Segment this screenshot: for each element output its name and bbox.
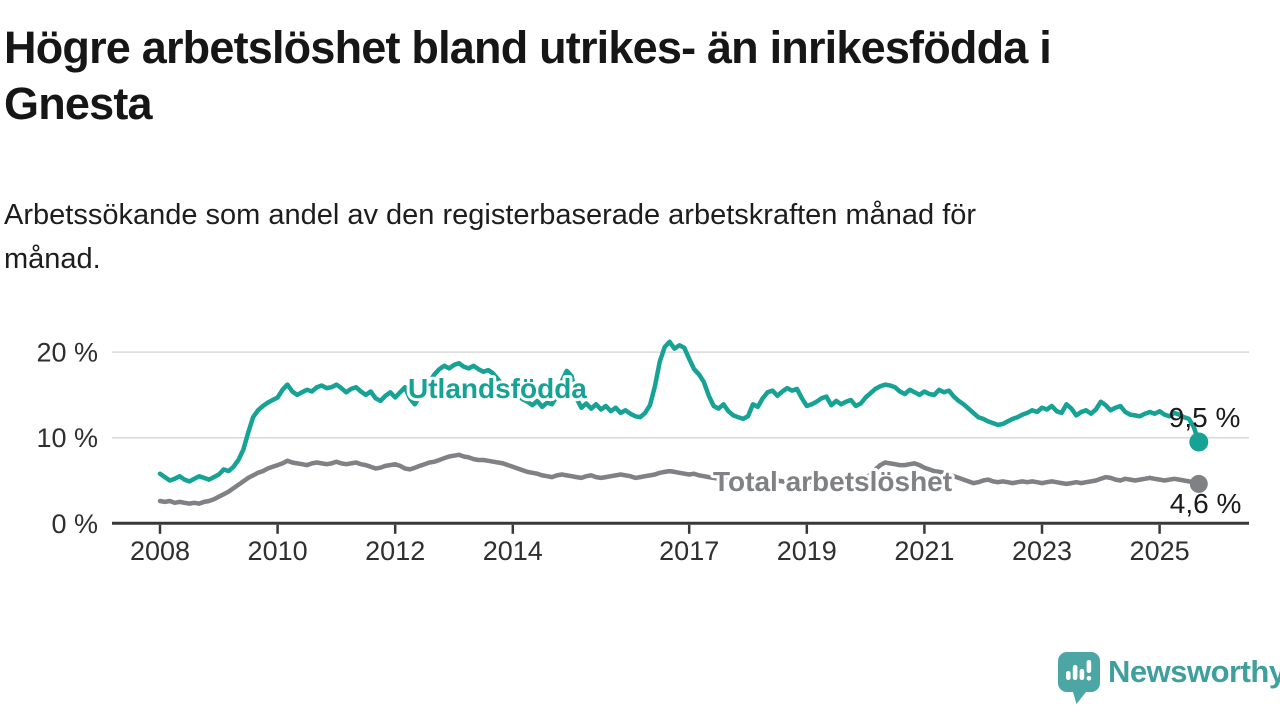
series-label-utlandsf-dda: Utlandsfödda — [408, 373, 587, 404]
brand-footer: Newsworthy — [1056, 648, 1280, 708]
x-axis-label-2023: 2023 — [1012, 536, 1072, 566]
series-label-total-arbetsl-shet: Total arbetslöshet — [713, 466, 952, 497]
y-axis-label-0: 0 % — [51, 509, 98, 539]
x-axis-label-2025: 2025 — [1130, 536, 1190, 566]
end-dot-total-arbetsl-shet — [1189, 474, 1208, 493]
newsworthy-logo-icon — [1056, 650, 1102, 709]
x-axis-label-2012: 2012 — [365, 536, 425, 566]
x-axis-label-2021: 2021 — [894, 536, 954, 566]
chart-subtitle-line-2: månad. — [4, 243, 101, 275]
end-value-label-utlandsf-dda: 9,5 % — [1169, 402, 1241, 433]
x-axis-label-2014: 2014 — [483, 536, 543, 566]
chart-area: 0 % 10 % 20 % 2008 2010 2012 2014 2017 2019 2021 2… — [0, 315, 1280, 580]
end-value-label-total-arbetsl-shet: 4,6 % — [1170, 488, 1242, 519]
series-line-utlandsf-dda — [157, 339, 1202, 484]
page-title: Högre arbetslöshet bland utrikes- än inr… — [4, 20, 1254, 132]
chart-subtitle-line-1: Arbetssökande som andel av den registerb… — [4, 199, 977, 231]
y-axis-label-10: 10 % — [36, 423, 98, 453]
newsworthy-wordmark: Newsworthy — [1108, 654, 1280, 689]
unemployment-line-chart-svg: 0 % 10 % 20 % 2008 2010 2012 2014 2017 2019 2021 2… — [36, 338, 1249, 566]
page-title-line-2: Gnesta — [4, 78, 153, 129]
x-axis-label-2017: 2017 — [659, 536, 719, 566]
series-line-total-arbetsl-shet — [157, 452, 1202, 506]
x-axis-label-2008: 2008 — [130, 536, 190, 566]
y-axis-label-20: 20 % — [36, 338, 98, 368]
x-axis-label-2019: 2019 — [777, 536, 837, 566]
chart-subtitle: Arbetssökande som andel av den registerb… — [4, 193, 1204, 281]
chart-header: Högre arbetslöshet bland utrikes- än inr… — [4, 20, 1254, 132]
end-dot-utlandsf-dda — [1189, 432, 1209, 452]
x-axis-label-2010: 2010 — [248, 536, 308, 566]
page-title-line-1: Högre arbetslöshet bland utrikes- än inr… — [4, 22, 1052, 73]
